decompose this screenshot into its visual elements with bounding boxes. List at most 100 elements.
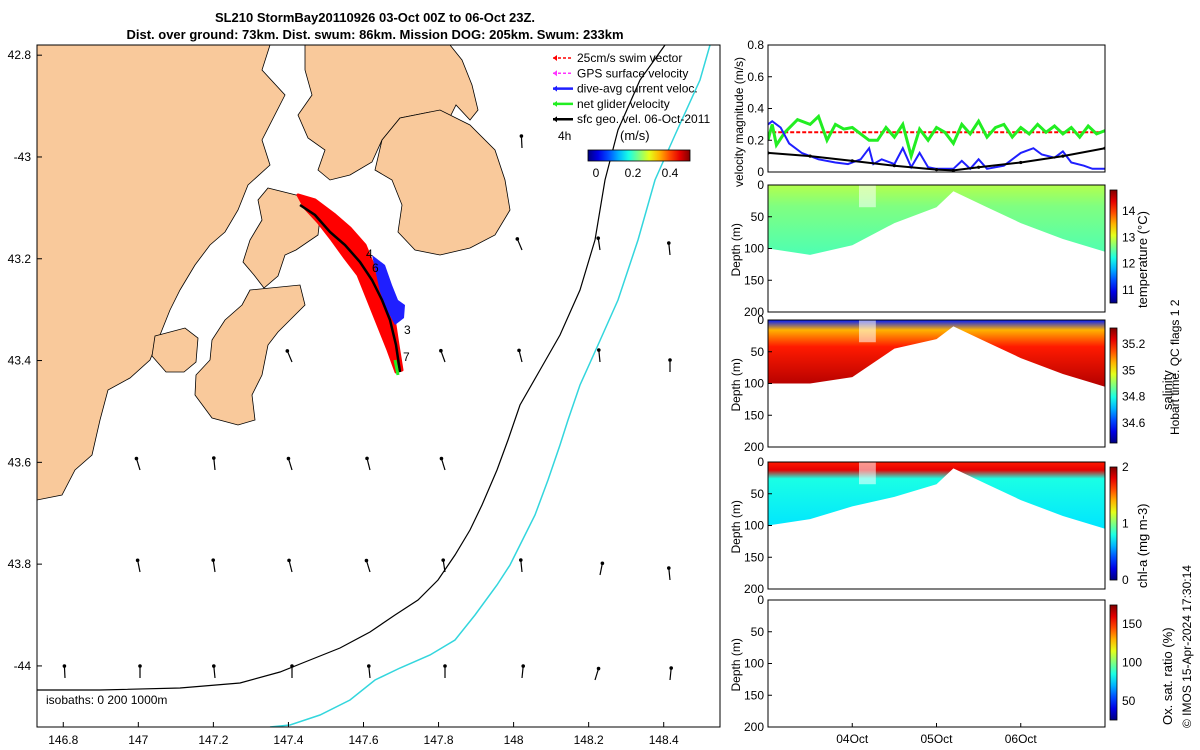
land-6 [151, 327, 199, 373]
map-xtick-label: 147.4 [273, 733, 303, 747]
salinity-ytick-label: 0 [757, 313, 764, 327]
track-label-3: 3 [404, 323, 411, 337]
temperature-ytick-label: 100 [744, 242, 764, 256]
oxygen-colorbar-tick: 50 [1122, 694, 1136, 708]
land-1 [37, 45, 286, 501]
oxygen-frame [767, 599, 1106, 728]
salinity-colorbar-label: salinity [1160, 370, 1175, 410]
salinity-gap [858, 320, 876, 343]
chla-ytick-label: 50 [751, 487, 765, 501]
time-xtick-label: 06Oct [1005, 732, 1038, 746]
map-ytick-label: -43 [14, 150, 32, 164]
current-arrow-2 [519, 134, 524, 149]
legend-label-4: net glider velocity [577, 97, 670, 111]
current-arrow-27 [290, 664, 294, 678]
time-xtick-label: 04Oct [836, 732, 869, 746]
land-3 [374, 109, 511, 256]
sfc-geo-point [808, 154, 812, 158]
current-arrow-28 [367, 664, 371, 679]
legend-label-2: GPS surface velocity [577, 66, 688, 80]
map-xtick-label: 146.8 [48, 733, 78, 747]
track-label-4: 4 [366, 247, 373, 261]
current-arrow-4 [596, 236, 601, 251]
sfc-geo-point [934, 168, 939, 172]
current-arrow-29 [443, 664, 447, 678]
map-xtick-label: 147.8 [424, 733, 454, 747]
salinity-colorbar-tick: 35.2 [1122, 337, 1146, 351]
velocity-ytick-label: 0.8 [747, 38, 764, 52]
temperature-ylabel: Depth (m) [729, 223, 743, 276]
map-colorbar [587, 149, 691, 162]
velocity-series-2 [768, 113, 1105, 162]
salinity-colorbar-tick: 34.8 [1122, 390, 1146, 404]
oxygen-ytick-label: 0 [757, 593, 764, 607]
salinity-section [768, 320, 1105, 387]
current-arrow-21 [519, 558, 523, 573]
temperature-ytick-label: 50 [751, 210, 765, 224]
map-ytick-label: 42.8 [8, 48, 32, 62]
current-arrow-31 [594, 666, 601, 681]
temperature-ytick-label: 0 [757, 178, 764, 192]
oxygen-colorbar-tick: 150 [1122, 617, 1142, 631]
oxygen-panel: 0 50 100 150 200 Depth (m) 04Oct 05Oct 06Oct 50 10… [729, 593, 1175, 746]
velocity-series-4 [768, 147, 1105, 172]
oxygen-colorbar-label: Ox. sat. ratio (%) [1160, 627, 1175, 725]
current-arrow-8 [597, 348, 601, 363]
chla-colorbar-label: chl-a (mg m-3) [1135, 503, 1150, 588]
map-content: 46 3 7 [37, 45, 711, 727]
temperature-colorbar [1109, 189, 1118, 304]
current-arrow-18 [287, 558, 293, 573]
chla-ytick-label: 150 [744, 550, 764, 564]
map-ytick-label: 43.4 [8, 354, 32, 368]
chla-gap [858, 462, 876, 485]
map-ytick-label: 43.2 [8, 252, 32, 266]
temperature-gap [858, 185, 876, 208]
temperature-ytick-label: 150 [744, 273, 764, 287]
salinity-ytick-label: 150 [744, 408, 764, 422]
temperature-colorbar-tick: 12 [1122, 257, 1136, 271]
temperature-ytick-label: 200 [744, 305, 764, 319]
sfc-geo-point [1061, 154, 1065, 158]
current-arrow-6 [439, 348, 446, 363]
map-colorbar-tick: 0.4 [662, 166, 679, 180]
salinity-ytick-label: 100 [744, 377, 764, 391]
current-arrow-23 [667, 566, 671, 581]
velocity-ytick-label: 0.6 [747, 70, 764, 84]
salinity-ytick-label: 200 [744, 440, 764, 454]
temperature-colorbar-tick: 13 [1122, 230, 1136, 244]
isobath-1000m [269, 45, 711, 727]
map-xtick-label: 147.2 [198, 733, 228, 747]
sfc-geo-point [951, 168, 955, 172]
chla-ylabel: Depth (m) [729, 500, 743, 553]
salinity-panel: 0 50 100 150 200 Depth (m) 34.6 34.8 35 35.2 salin… [729, 313, 1175, 454]
credit-label: © IMOS 15-Apr-2024 17:30:14 [1180, 565, 1194, 728]
oxygen-ytick-label: 150 [744, 688, 764, 702]
map-panel: 46 3 7 146.8 147 147.2 147.4 147.6 147.8 148 148.2… [8, 44, 721, 747]
salinity-colorbar-tick: 34.6 [1122, 416, 1146, 430]
chla-colorbar-tick: 0 [1122, 573, 1129, 587]
velocity-series-3 [768, 119, 1105, 171]
salinity-colorbar-tick: 35 [1122, 363, 1136, 377]
map-ytick-label: 43.8 [8, 557, 32, 571]
chart-title: SL210 StormBay20110926 03-Oct 00Z to 06-… [214, 10, 536, 25]
current-arrow-13 [286, 456, 293, 471]
legend-label-3: dive-avg current veloc. [577, 82, 698, 96]
sfc-geo-point [1019, 160, 1023, 165]
current-arrow-12 [212, 456, 216, 471]
oxygen-ytick-label: 100 [744, 657, 764, 671]
current-arrow-20 [441, 558, 446, 573]
current-arrow-17 [211, 558, 216, 573]
current-arrow-16 [135, 558, 141, 573]
chla-ytick-label: 0 [757, 455, 764, 469]
legend-label-1: 25cm/s swim vector [577, 51, 682, 65]
oxygen-ylabel: Depth (m) [729, 638, 743, 691]
chla-colorbar [1109, 466, 1118, 581]
glider-track [299, 203, 402, 373]
isobath-200m [37, 45, 666, 691]
sfc-geo-point [850, 159, 854, 163]
current-arrow-30 [521, 664, 525, 679]
map-xtick-label: 148.4 [649, 733, 679, 747]
chla-ytick-label: 200 [744, 582, 764, 596]
current-arrow-3 [515, 237, 523, 251]
